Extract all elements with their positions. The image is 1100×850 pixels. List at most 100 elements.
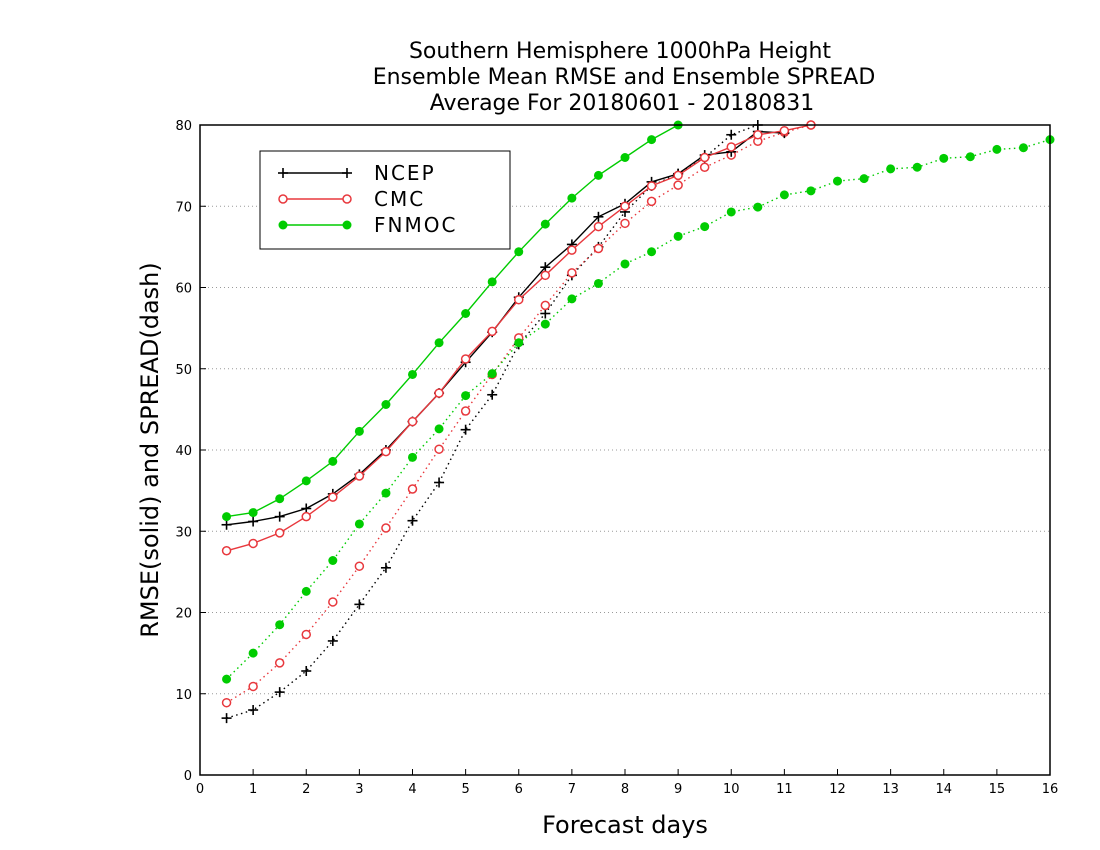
series-cmc-rmse (221, 120, 816, 556)
x-tick-label-12: 12 (829, 782, 846, 797)
fnmoc-spread-point (806, 186, 816, 196)
fnmoc-rmse-point (434, 338, 444, 348)
x-tick-label-10: 10 (723, 782, 740, 797)
ncep-spread-point (301, 666, 312, 676)
fnmoc-spread-point (514, 338, 524, 348)
ncep-spread-point (487, 389, 498, 400)
cmc-spread-point (620, 218, 630, 229)
legend-marker-fnmoc-start (278, 220, 288, 230)
legend-box (259, 150, 511, 250)
cmc-spread-point (646, 196, 657, 207)
fnmoc-spread-point (700, 222, 710, 232)
cmc-rmse-point (673, 170, 683, 181)
fnmoc-spread-point (434, 424, 444, 434)
fnmoc-rmse-point (514, 247, 524, 257)
fnmoc-rmse-point (222, 512, 232, 522)
ncep-spread-point (354, 599, 365, 610)
cmc-rmse-point (540, 270, 551, 281)
cmc-spread-point (354, 561, 365, 571)
x-tick-label-0: 0 (196, 782, 204, 797)
cmc-rmse-point (593, 221, 604, 232)
ncep-spread-point (274, 687, 285, 698)
x-tick-label-8: 8 (621, 782, 629, 797)
cmc-rmse-point (274, 528, 285, 538)
ncep-spread-point (407, 515, 418, 526)
ncep-spread-point (540, 308, 551, 319)
cmc-spread-point (593, 243, 604, 254)
fnmoc-spread-point (275, 620, 285, 630)
y-tick-label-30: 30 (175, 525, 192, 540)
y-tick-label-0: 0 (184, 769, 192, 784)
legend-label-ncep: NCEP (374, 161, 436, 185)
ncep-spread-point (460, 424, 471, 435)
ncep-rmse-point (301, 503, 312, 514)
fnmoc-spread-point (301, 586, 311, 596)
fnmoc-spread-point (222, 674, 232, 684)
fnmoc-spread-point (859, 174, 869, 184)
cmc-rmse-point (354, 471, 365, 481)
fnmoc-spread-point (726, 207, 736, 217)
cmc-spread-point (434, 444, 444, 454)
title-line-1: Southern Hemisphere 1000hPa Height (409, 39, 831, 64)
ncep-spread-point (248, 705, 259, 715)
legend-marker-ncep-end (342, 168, 352, 178)
fnmoc-spread-point (753, 202, 763, 212)
cmc-spread-point (540, 300, 551, 311)
x-tick-label-14: 14 (935, 782, 952, 797)
ncep-spread-point (221, 713, 232, 724)
cmc-spread-point (301, 629, 311, 640)
fnmoc-spread-point (408, 452, 417, 462)
ncep-rmse-point (540, 262, 551, 273)
cmc-rmse-point (221, 546, 232, 556)
title-line-3: Average For 20180601 - 20180831 (430, 91, 815, 116)
cmc-rmse-point (699, 152, 710, 163)
cmc-rmse-point (646, 181, 657, 191)
cmc-rmse-point (328, 492, 338, 502)
cmc-rmse-point (567, 245, 577, 255)
ncep-spread-point (434, 477, 445, 488)
cmc-spread-point (699, 162, 710, 172)
cmc-rmse-point (779, 125, 790, 136)
series-fnmoc-spread (222, 135, 1055, 684)
ncep-spread-point (380, 562, 391, 573)
x-tick-label-4: 4 (408, 782, 416, 797)
x-tick-label-1: 1 (249, 782, 257, 797)
x-tick-label-11: 11 (776, 782, 793, 797)
fnmoc-spread-point (939, 153, 949, 163)
x-axis-label: Forecast days (542, 811, 708, 839)
y-tick-label-50: 50 (175, 363, 192, 378)
fnmoc-spread-point (487, 369, 497, 379)
x-tick-label-7: 7 (568, 782, 576, 797)
fnmoc-spread-point (833, 176, 842, 186)
fnmoc-rmse-point (647, 135, 657, 145)
title-line-2: Ensemble Mean RMSE and Ensemble SPREAD (373, 65, 876, 90)
cmc-rmse-point (460, 354, 471, 364)
y-tick-label-70: 70 (175, 200, 192, 215)
ncep-spread-point (327, 635, 338, 646)
cmc-spread-point (567, 268, 577, 278)
cmc-rmse-point (514, 294, 524, 305)
fnmoc-rmse-point (540, 219, 550, 229)
cmc-rmse-point (301, 511, 311, 522)
legend-marker-ncep-start (278, 168, 288, 178)
ncep-rmse-point (593, 211, 604, 222)
cmc-spread-point (673, 180, 683, 190)
y-tick-label-40: 40 (175, 444, 192, 459)
x-tick-label-6: 6 (515, 782, 523, 797)
chart-title: Southern Hemisphere 1000hPa Height Ensem… (373, 39, 876, 116)
fnmoc-spread-point (912, 162, 922, 172)
ncep-rmse-point (248, 516, 259, 527)
cmc-rmse-point (434, 388, 444, 398)
y-tick-label-20: 20 (175, 607, 192, 622)
fnmoc-spread-point (647, 247, 657, 257)
fnmoc-spread-point (381, 488, 391, 498)
legend-label-fnmoc: FNMOC (374, 213, 457, 237)
series-layer (221, 120, 1055, 724)
fnmoc-rmse-point (248, 508, 258, 518)
cmc-spread-point (221, 697, 232, 708)
plot-frame (199, 124, 1051, 776)
fnmoc-spread-point (620, 259, 630, 269)
